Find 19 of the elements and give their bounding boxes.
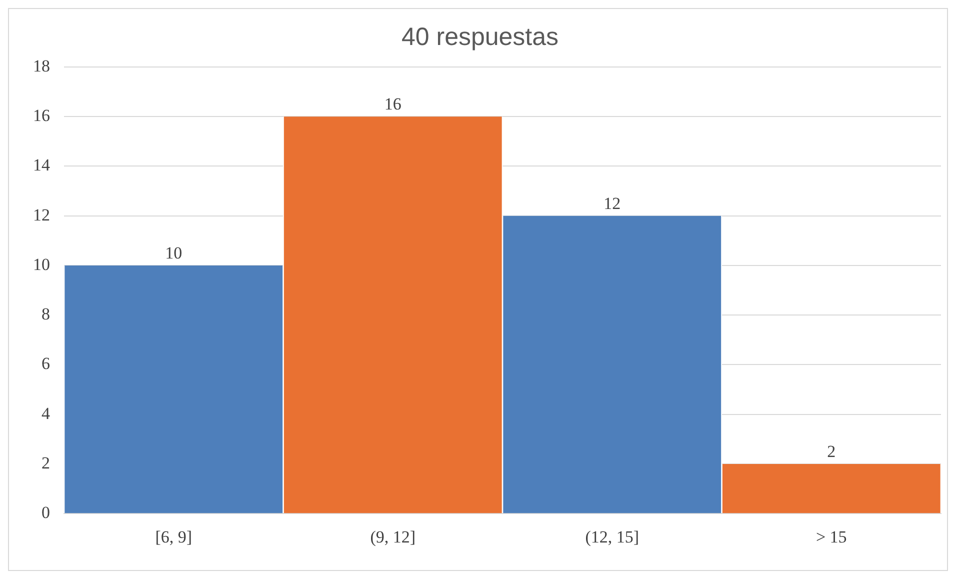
x-tick-label: [6, 9] bbox=[155, 527, 192, 546]
y-tick-label: 6 bbox=[42, 354, 50, 374]
y-tick-label: 12 bbox=[33, 205, 50, 224]
chart-title: 40 respuestas bbox=[401, 22, 559, 51]
data-label: 2 bbox=[827, 442, 836, 461]
x-tick-label: (12, 15] bbox=[585, 527, 640, 546]
y-tick-label: 8 bbox=[42, 304, 50, 324]
data-label: 16 bbox=[384, 94, 402, 114]
data-label: 10 bbox=[165, 243, 182, 262]
y-tick-label: 10 bbox=[33, 254, 50, 274]
y-tick-label: 4 bbox=[42, 404, 50, 423]
y-tick-label: 18 bbox=[33, 56, 50, 76]
x-tick-label: > 15 bbox=[816, 527, 847, 546]
y-tick-label: 14 bbox=[33, 156, 50, 175]
y-tick-label: 2 bbox=[42, 453, 50, 472]
y-tick-label: 16 bbox=[33, 106, 50, 126]
x-tick-label: (9, 12] bbox=[370, 527, 416, 546]
data-label: 12 bbox=[604, 194, 621, 213]
y-tick-label: 0 bbox=[42, 503, 50, 522]
